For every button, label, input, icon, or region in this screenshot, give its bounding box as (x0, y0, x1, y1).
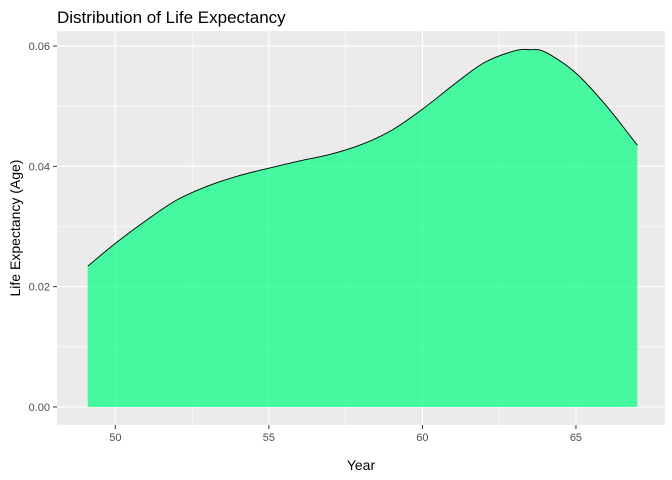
y-axis-title: Life Expectancy (Age) (7, 160, 23, 297)
density-area (87, 49, 638, 407)
x-tick-label: 60 (416, 432, 428, 444)
y-tick-label: 0.02 (29, 282, 50, 294)
x-tick-label: 50 (109, 432, 121, 444)
x-tick-label: 65 (570, 432, 582, 444)
x-axis: 50 55 60 65 (109, 425, 582, 444)
y-axis: 0.00 0.02 0.04 0.06 (29, 41, 57, 414)
y-tick-label: 0.00 (29, 402, 50, 414)
x-axis-title: Year (347, 457, 376, 473)
chart-title: Distribution of Life Expectancy (57, 8, 286, 27)
density-line (87, 48, 638, 267)
x-tick-label: 55 (263, 432, 275, 444)
y-tick-label: 0.06 (29, 41, 50, 53)
y-tick-label: 0.04 (29, 161, 50, 173)
